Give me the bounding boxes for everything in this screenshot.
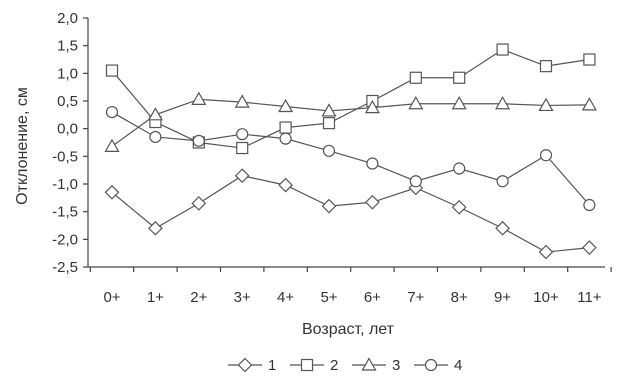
series-2-point (279, 121, 292, 134)
x-tick-label: 2+ (190, 289, 207, 306)
y-tick-label: -1,5 (52, 204, 78, 221)
legend-item-1: 1 (228, 357, 276, 374)
series-4-point (236, 128, 249, 141)
series-2-point (539, 60, 553, 73)
series-3-line (111, 98, 590, 147)
x-tick-label: 0+ (103, 289, 120, 306)
series-4-line (111, 111, 590, 206)
series-1-point (495, 220, 510, 236)
series-1-point (451, 199, 467, 215)
series-4-point (539, 149, 553, 162)
series-3-point (581, 97, 597, 111)
legend-marker (361, 357, 377, 371)
legend-label: 2 (330, 357, 338, 374)
series-1 (104, 168, 597, 260)
series-1-point (538, 244, 554, 260)
series-1-point (582, 240, 597, 255)
y-axis-ticks: 2,0 1,5 1,0 0,5 0,0 -0,5 -1,0 -1,5 -2,0 -2,5 (52, 10, 88, 276)
series-1-point (191, 196, 207, 211)
series-4-point (496, 175, 509, 188)
series-1-point (148, 220, 163, 236)
y-tick-label: 1,0 (57, 65, 78, 82)
x-tick-label: 6+ (364, 289, 381, 306)
x-tick-label: 10+ (533, 289, 559, 306)
x-tick-label: 1+ (147, 289, 164, 306)
legend-item-4: 4 (414, 357, 462, 374)
series-4-point (583, 198, 596, 212)
series-3-point (104, 138, 120, 152)
series-4-point (453, 162, 466, 175)
x-tick-label: 4+ (277, 289, 294, 306)
series-4-point (192, 134, 205, 147)
x-tick-label: 3+ (234, 289, 251, 306)
legend-item-3: 3 (352, 357, 400, 374)
y-tick-label: 0,0 (57, 121, 78, 138)
x-tick-label: 7+ (407, 289, 424, 306)
series-2-point (583, 53, 596, 66)
series-3-point (191, 91, 207, 105)
series-4 (105, 105, 596, 212)
x-tick-label: 8+ (451, 289, 468, 306)
legend-label: 4 (454, 357, 462, 374)
series-2-point (496, 43, 509, 56)
series-3-point (147, 107, 163, 121)
series-4-point (366, 157, 379, 170)
series-3 (104, 91, 597, 152)
y-tick-label: 2,0 (57, 10, 78, 27)
series-2 (105, 43, 596, 155)
x-axis-ticks: 0+ 1+ 2+ 3+ 4+ 5+ 6+ 7+ 8+ 9+ 10+ 11+ (89, 267, 612, 306)
legend-marker (237, 357, 253, 373)
series-1-point (278, 177, 293, 193)
legend-marker (300, 358, 314, 372)
series-2-point (105, 64, 119, 77)
series-2-point (453, 71, 466, 84)
series-1-line (111, 175, 590, 253)
x-tick-label: 11+ (577, 289, 602, 306)
series-1-point (234, 168, 250, 184)
legend: 1 2 3 4 (228, 357, 462, 374)
series-2-point (322, 117, 336, 130)
series-4-point (149, 130, 162, 144)
series-3-point (495, 96, 511, 110)
series-2-point (409, 71, 422, 84)
series-3-point (278, 98, 294, 113)
x-tick-label: 5+ (320, 289, 337, 306)
series-4-point (409, 175, 422, 188)
series-3-point (538, 97, 554, 112)
x-tick-label: 9+ (494, 289, 511, 306)
series-3-point (451, 96, 467, 110)
series-1-point (104, 184, 120, 200)
series-layer (104, 43, 597, 260)
legend-label: 1 (268, 357, 276, 374)
legend-marker (424, 358, 438, 372)
y-tick-label: -2,5 (52, 259, 78, 276)
y-axis-title: Отклонение, см (14, 87, 31, 205)
series-2-point (236, 141, 249, 155)
series-3-point (364, 99, 380, 114)
series-2-line (111, 48, 590, 149)
series-4-point (105, 105, 119, 119)
legend-label: 3 (392, 357, 400, 374)
series-4-point (279, 132, 292, 145)
legend-item-2: 2 (290, 357, 338, 374)
series-3-point (234, 94, 250, 108)
y-tick-label: -1,0 (52, 176, 78, 193)
series-1-point (365, 194, 380, 210)
series-3-point (408, 96, 424, 110)
y-tick-label: 1,5 (57, 38, 78, 55)
y-tick-label: -2,0 (52, 231, 78, 248)
y-tick-label: 0,5 (57, 93, 78, 110)
y-tick-label: -0,5 (52, 148, 78, 165)
series-3-point (321, 103, 337, 117)
series-1-point (321, 198, 337, 214)
x-axis-title: Возраст, лет (302, 321, 395, 338)
series-4-point (322, 144, 336, 157)
